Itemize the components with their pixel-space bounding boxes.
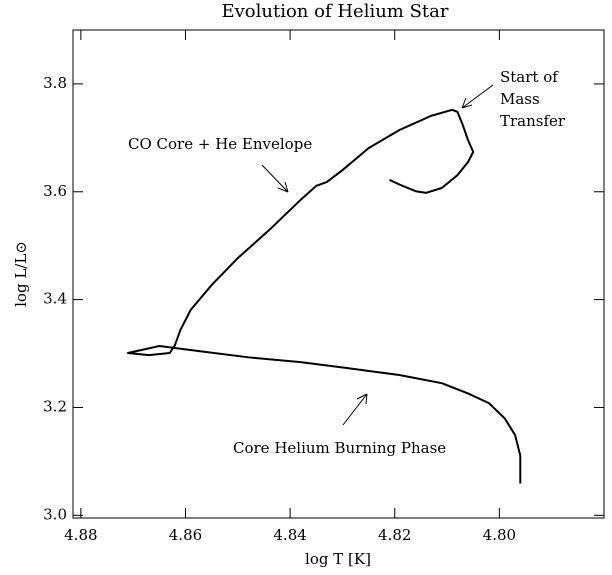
arrow [261, 164, 289, 193]
annotation: Start of [500, 68, 559, 86]
y-tick-label: 3.8 [43, 74, 67, 92]
track-line [126, 108, 522, 484]
y-tick-label: 3.0 [43, 505, 67, 523]
annotation: Mass [500, 90, 540, 108]
annotation: Transfer [500, 112, 566, 130]
x-tick-label: 4.82 [378, 526, 411, 544]
y-axis-label: log L/L⊙ [12, 241, 30, 307]
arrow [342, 393, 368, 426]
x-tick-label: 4.88 [64, 526, 97, 544]
x-axis-label: log T [K] [305, 550, 371, 568]
arrows [261, 84, 494, 426]
y-tick-label: 3.6 [43, 182, 67, 200]
y-tick-label: 3.2 [43, 397, 67, 415]
x-tick-label: 4.80 [483, 526, 516, 544]
x-tick-label: 4.86 [169, 526, 202, 544]
x-tick-label: 4.84 [273, 526, 306, 544]
chart-title: Evolution of Helium Star [221, 1, 448, 22]
annotation: CO Core + He Envelope [128, 135, 312, 153]
arrow [461, 84, 494, 109]
plot-frame [72, 29, 605, 519]
annotation: Core Helium Burning Phase [233, 439, 446, 457]
y-tick-label: 3.4 [43, 290, 67, 308]
